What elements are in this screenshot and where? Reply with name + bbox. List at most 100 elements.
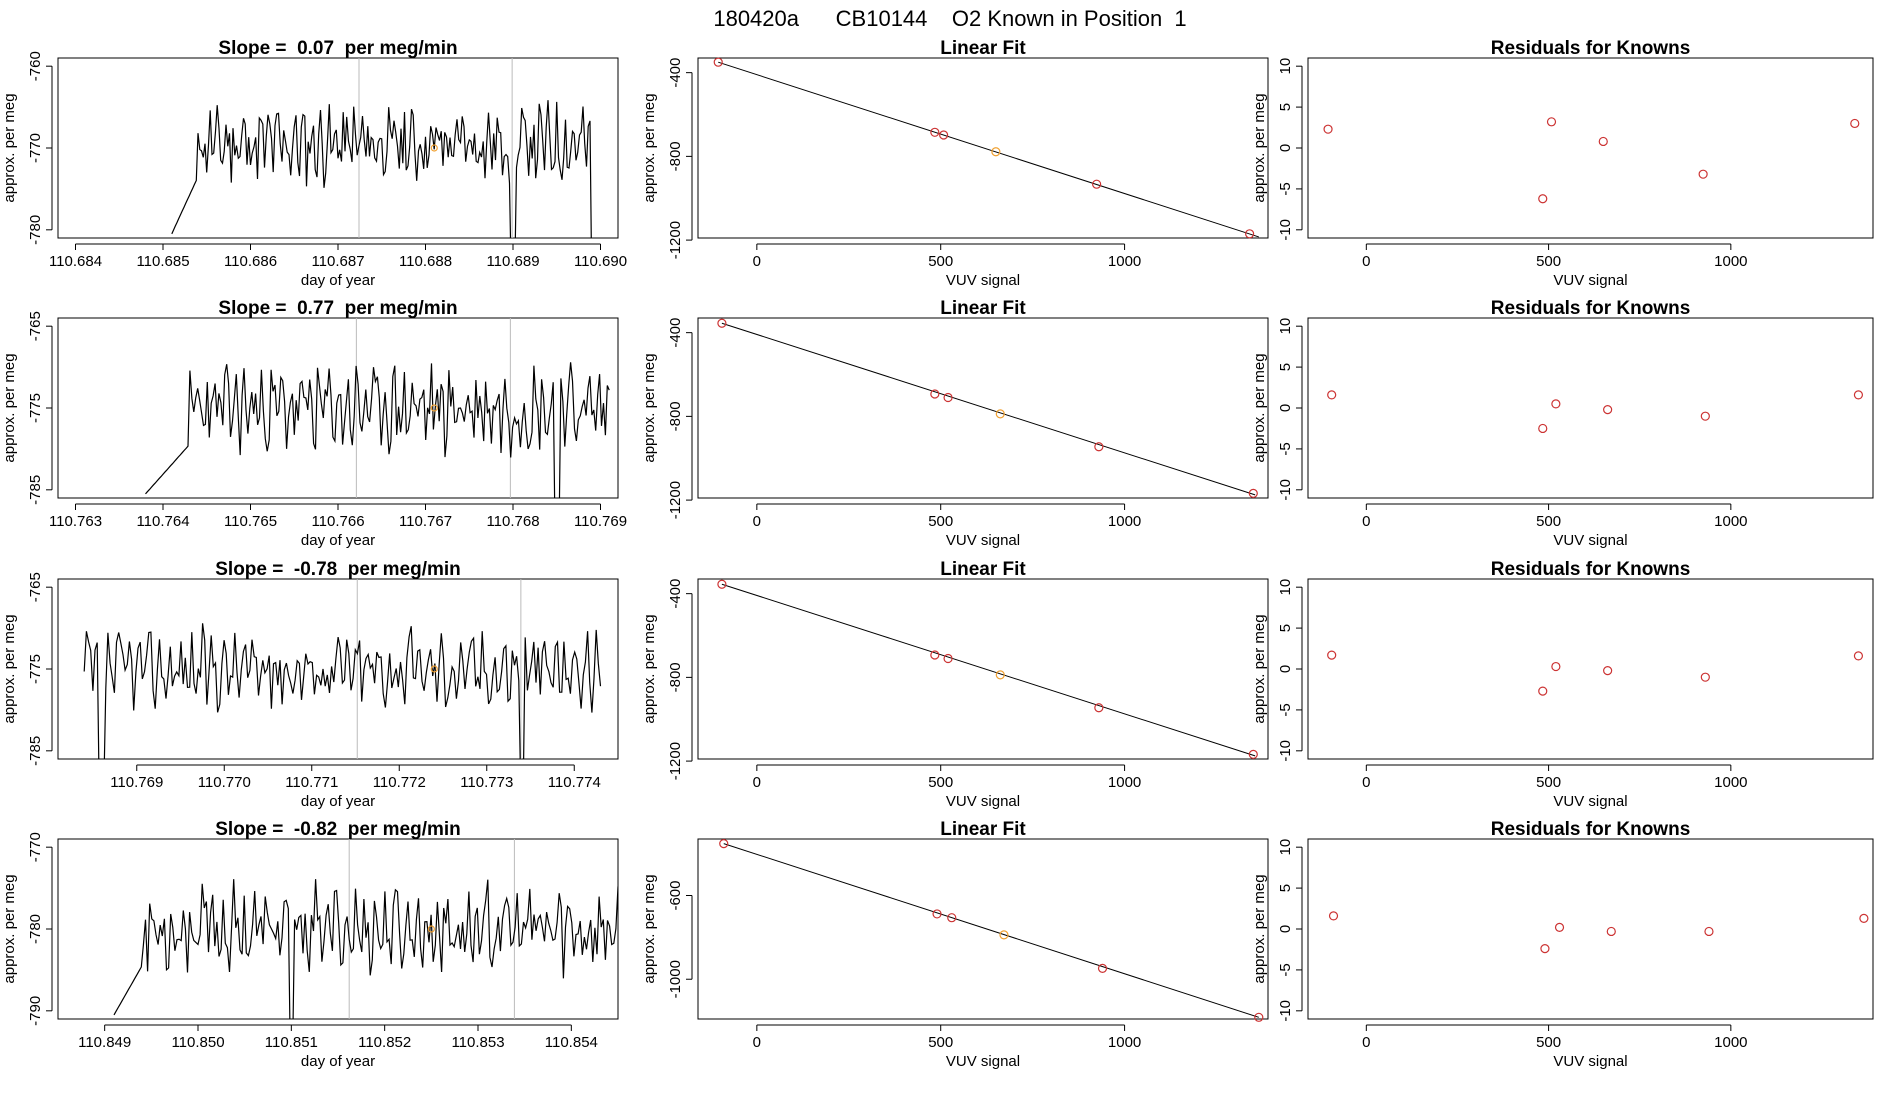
data-point	[930, 389, 940, 399]
x-tick-label: 110.688	[399, 253, 452, 270]
x-tick-label: 110.687	[311, 253, 364, 270]
y-axis-label: approx. per meg	[1, 614, 18, 723]
data-point	[1700, 411, 1710, 421]
figure-title: 180420a CB10144 O2 Known in Position 1	[713, 6, 1186, 31]
data-series-line	[83, 623, 602, 759]
panel-title: Residuals for Knowns	[1491, 819, 1691, 840]
y-tick-label: -10	[1277, 219, 1294, 241]
y-tick-label: 5	[1277, 624, 1294, 632]
data-point	[1538, 194, 1548, 204]
y-axis-label: approx. per meg	[1251, 614, 1268, 723]
x-tick-label: 500	[1536, 253, 1561, 270]
data-point	[1327, 390, 1337, 400]
x-axis-label: VUV signal	[1553, 532, 1627, 549]
x-tick-label: 110.769	[574, 513, 627, 530]
x-tick-label: 1000	[1714, 1034, 1747, 1051]
data-point	[939, 130, 949, 140]
fit-line	[718, 61, 1259, 238]
plot-frame	[57, 317, 619, 499]
x-tick-label: 0	[1362, 513, 1370, 530]
data-point	[717, 318, 727, 328]
x-tick-label: 110.772	[373, 774, 426, 791]
x-tick-label: 110.689	[486, 253, 539, 270]
y-axis-label: approx. per meg	[641, 93, 658, 202]
x-tick-label: 0	[1362, 774, 1370, 791]
x-tick-label: 1000	[1714, 253, 1747, 270]
y-tick-label: 10	[1277, 579, 1294, 596]
data-point	[1245, 229, 1255, 239]
y-tick-label: -400	[667, 318, 684, 348]
x-axis-label: VUV signal	[1553, 1053, 1627, 1070]
x-tick-label: 110.770	[198, 774, 251, 791]
panel-resid-3: Residuals for Knowns 0 500 1000 VUV signal -1…	[1251, 559, 1874, 810]
panel-title: Slope = -0.78 per meg/min	[215, 559, 461, 580]
data-point	[1551, 399, 1561, 409]
y-tick-label: -770	[27, 832, 44, 862]
panel-title: Slope = 0.07 per meg/min	[218, 38, 457, 59]
plot-frame	[697, 57, 1269, 239]
data-point	[947, 913, 957, 923]
panel-title: Linear Fit	[940, 298, 1026, 319]
highlight-marker	[430, 665, 438, 673]
y-tick-label: -800	[667, 401, 684, 431]
data-point	[1606, 926, 1616, 937]
y-axis-label: approx. per meg	[641, 353, 658, 462]
x-axis-label: VUV signal	[946, 272, 1020, 289]
highlight-marker	[430, 404, 438, 412]
y-tick-label: 0	[1277, 665, 1294, 673]
highlight-marker	[430, 144, 438, 152]
x-axis-label: VUV signal	[1553, 272, 1627, 289]
y-tick-label: -5	[1277, 182, 1294, 195]
y-tick-label: -5	[1277, 442, 1294, 455]
panel-fit-1: Linear Fit 0 500 1000 VUV signal -1200 -800 -40…	[641, 38, 1269, 289]
panel-grid: Slope = 0.07 per meg/min 110.684 110.685 11…	[1, 38, 1874, 1070]
fit-line	[721, 322, 1256, 496]
y-tick-label: -1200	[667, 742, 684, 780]
x-tick-label: 500	[928, 513, 953, 530]
x-axis-label: VUV signal	[1553, 793, 1627, 810]
fit-line	[723, 843, 1259, 1018]
data-point	[1603, 405, 1613, 415]
x-axis-label: day of year	[301, 272, 375, 289]
y-axis-label: approx. per meg	[1, 93, 18, 202]
y-tick-label: 10	[1277, 318, 1294, 335]
panel-title: Linear Fit	[940, 38, 1026, 59]
data-point	[1323, 124, 1333, 134]
y-tick-label: 10	[1277, 58, 1294, 75]
x-axis-label: day of year	[301, 1053, 375, 1070]
x-tick-label: 1000	[1714, 774, 1747, 791]
x-tick-label: 500	[1536, 513, 1561, 530]
y-axis-label: approx. per meg	[1251, 353, 1268, 462]
plot-frame	[1307, 317, 1874, 499]
panel-title: Residuals for Knowns	[1491, 298, 1691, 319]
y-tick-label: -1200	[667, 481, 684, 519]
data-point	[1603, 666, 1613, 676]
data-point	[930, 127, 940, 137]
y-tick-label: -10	[1277, 479, 1294, 501]
y-tick-label: -775	[27, 654, 44, 684]
y-tick-label: -5	[1277, 703, 1294, 716]
x-axis-label: VUV signal	[946, 1053, 1020, 1070]
y-tick-label: -770	[27, 133, 44, 163]
panel-title: Linear Fit	[940, 559, 1026, 580]
plot-frame	[697, 838, 1269, 1020]
x-tick-label: 110.684	[49, 253, 102, 270]
data-point	[932, 909, 942, 919]
data-point	[1254, 1012, 1264, 1022]
panel-title: Residuals for Knowns	[1491, 559, 1691, 580]
y-tick-label: 0	[1277, 925, 1294, 933]
x-tick-label: 110.685	[136, 253, 189, 270]
highlight-marker	[427, 925, 435, 933]
data-point	[1248, 488, 1258, 498]
highlight-point	[995, 670, 1005, 680]
x-axis-label: day of year	[301, 532, 375, 549]
y-tick-label: -800	[667, 662, 684, 692]
x-tick-label: 110.768	[486, 513, 539, 530]
panel-title: Linear Fit	[940, 819, 1026, 840]
plot-frame	[697, 317, 1269, 499]
x-tick-label: 0	[1362, 1034, 1370, 1051]
y-tick-label: -765	[27, 311, 44, 341]
y-tick-label: 0	[1277, 404, 1294, 412]
x-tick-label: 110.852	[358, 1034, 411, 1051]
data-point	[1094, 703, 1104, 713]
